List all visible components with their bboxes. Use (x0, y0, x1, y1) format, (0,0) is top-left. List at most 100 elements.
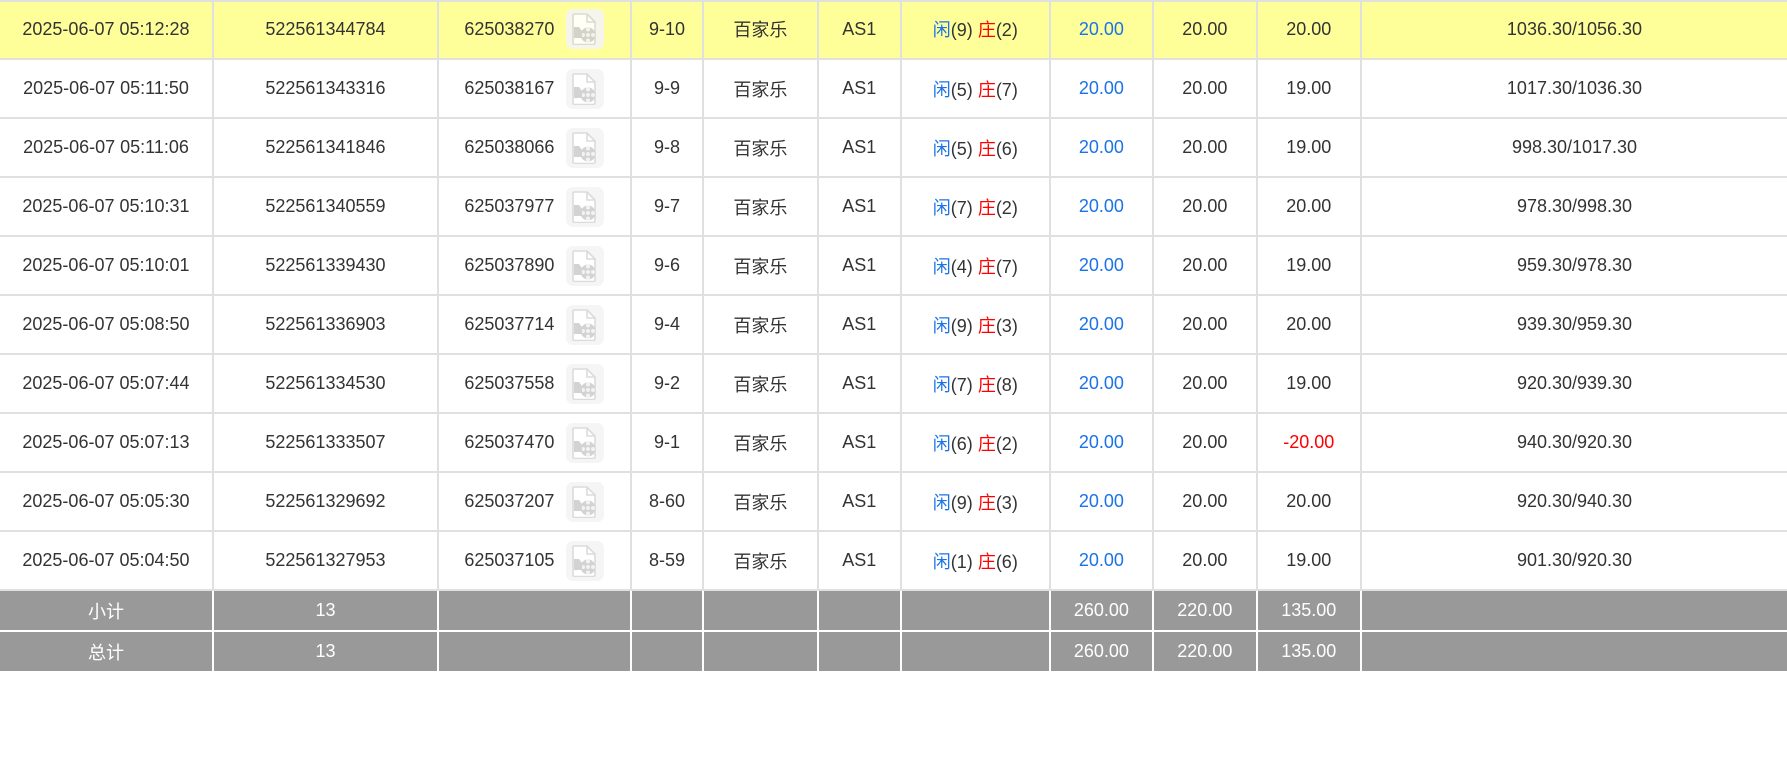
game-name: 百家乐 (703, 472, 819, 532)
payout-amount: 19.00 (1256, 236, 1363, 296)
player-label: 闲 (932, 138, 951, 159)
table-row[interactable]: 2025-06-07 05:07:13 522561333507 625037470… (0, 413, 1787, 473)
round-id-label: 625038270 (464, 18, 555, 39)
player-label: 闲 (932, 79, 951, 100)
bet-id: 522561341846 (212, 118, 439, 178)
table-row[interactable]: 2025-06-07 05:10:31 522561340559 625037977… (0, 177, 1787, 237)
round-id: 625037470 (437, 413, 632, 473)
banker-points: (7) (995, 79, 1018, 100)
table-id: AS1 (817, 472, 902, 532)
round-id-label: 625037105 (464, 550, 555, 570)
round-id: 625037558 (437, 354, 632, 414)
shoe-round: 9-7 (630, 177, 705, 237)
replay-video-icon[interactable] (566, 245, 605, 286)
table-top-border (0, 0, 1787, 2)
valid-amount: 20.00 (1153, 531, 1258, 591)
shoe-round: 9-1 (630, 413, 705, 473)
summary-valid-total: 220.00 (1153, 631, 1258, 673)
round-id: 625038270 (437, 0, 632, 60)
player-points: (7) (950, 374, 973, 395)
replay-video-icon[interactable] (566, 481, 605, 522)
table-row[interactable]: 2025-06-07 05:08:50 522561336903 625037714… (0, 295, 1787, 355)
table-id: AS1 (817, 236, 902, 296)
valid-amount: 20.00 (1153, 118, 1258, 178)
valid-amount: 20.00 (1153, 354, 1258, 414)
table-row[interactable]: 2025-06-07 05:11:06 522561341846 625038066… (0, 118, 1787, 178)
bet-id: 522561336903 (212, 295, 439, 355)
summary-blank-result (900, 590, 1051, 632)
table-row[interactable]: 2025-06-07 05:10:01 522561339430 625037890… (0, 236, 1787, 296)
player-points: (4) (950, 256, 973, 277)
game-name: 百家乐 (703, 295, 819, 355)
banker-label: 庄 (977, 433, 996, 454)
balance-before-after: 939.30/959.30 (1361, 295, 1787, 355)
replay-video-icon[interactable] (566, 9, 605, 49)
summary-blank-game (703, 590, 819, 632)
replay-video-icon[interactable] (566, 68, 605, 109)
player-label: 闲 (932, 197, 951, 218)
bet-time: 2025-06-07 05:12:28 (0, 0, 214, 60)
round-id: 625038167 (437, 59, 632, 119)
table-row[interactable]: 2025-06-07 05:12:28 522561344784 625038270… (0, 0, 1787, 60)
player-label: 闲 (932, 433, 951, 454)
bet-id: 522561344784 (212, 0, 439, 60)
banker-label: 庄 (977, 551, 996, 572)
stake-amount: 20.00 (1049, 531, 1155, 591)
balance-before-after: 1036.30/1056.30 (1361, 0, 1787, 60)
bet-id: 522561329692 (212, 472, 439, 532)
payout-amount: 19.00 (1256, 531, 1363, 591)
table-id: AS1 (817, 0, 902, 60)
table-row[interactable]: 2025-06-07 05:05:30 522561329692 625037207… (0, 472, 1787, 532)
table-row[interactable]: 2025-06-07 05:07:44 522561334530 625037558… (0, 354, 1787, 414)
valid-amount: 20.00 (1153, 177, 1258, 237)
bet-id: 522561327953 (212, 531, 439, 591)
round-id-label: 625038066 (464, 137, 555, 157)
balance-before-after: 940.30/920.30 (1361, 413, 1787, 473)
summary-valid-total: 220.00 (1153, 590, 1258, 632)
player-label: 闲 (932, 20, 951, 40)
summary-count: 13 (212, 631, 439, 673)
summary-blank-shoe (630, 590, 705, 632)
replay-video-icon[interactable] (566, 186, 605, 227)
summary-blank-game (703, 631, 819, 673)
bet-time: 2025-06-07 05:04:50 (0, 531, 214, 591)
player-label: 闲 (932, 315, 951, 336)
round-id-label: 625037890 (464, 255, 555, 275)
bet-result: 闲(5) 庄(6) (900, 118, 1051, 178)
stake-amount: 20.00 (1049, 59, 1155, 119)
bet-time: 2025-06-07 05:10:01 (0, 236, 214, 296)
table-row[interactable]: 2025-06-07 05:11:50 522561343316 625038167… (0, 59, 1787, 119)
round-id: 625037714 (437, 295, 632, 355)
player-label: 闲 (932, 256, 951, 277)
banker-points: (3) (995, 492, 1018, 513)
table-id: AS1 (817, 59, 902, 119)
bet-result: 闲(9) 庄(3) (900, 472, 1051, 532)
round-id: 625037890 (437, 236, 632, 296)
bet-result: 闲(9) 庄(2) (900, 0, 1051, 60)
summary-stake-total: 260.00 (1049, 590, 1155, 632)
replay-video-icon[interactable] (566, 540, 605, 581)
replay-video-icon[interactable] (566, 304, 605, 345)
bet-time: 2025-06-07 05:05:30 (0, 472, 214, 532)
bet-result: 闲(7) 庄(2) (900, 177, 1051, 237)
table-row[interactable]: 2025-06-07 05:04:50 522561327953 625037105… (0, 531, 1787, 591)
payout-amount: 20.00 (1256, 472, 1363, 532)
round-id: 625037105 (437, 531, 632, 591)
replay-video-icon[interactable] (566, 363, 605, 404)
summary-payout-total: 135.00 (1256, 631, 1363, 673)
round-id: 625037977 (437, 177, 632, 237)
bet-result: 闲(5) 庄(7) (900, 59, 1051, 119)
payout-amount: 20.00 (1256, 0, 1363, 60)
banker-label: 庄 (977, 79, 996, 100)
banker-label: 庄 (977, 492, 996, 513)
bet-id: 522561339430 (212, 236, 439, 296)
round-id-label: 625037207 (464, 491, 555, 511)
player-points: (5) (950, 79, 973, 100)
replay-video-icon[interactable] (566, 422, 605, 463)
bet-result: 闲(9) 庄(3) (900, 295, 1051, 355)
bet-result: 闲(4) 庄(7) (900, 236, 1051, 296)
replay-video-icon[interactable] (566, 127, 605, 168)
summary-blank-balance (1361, 631, 1787, 673)
summary-stake-total: 260.00 (1049, 631, 1155, 673)
